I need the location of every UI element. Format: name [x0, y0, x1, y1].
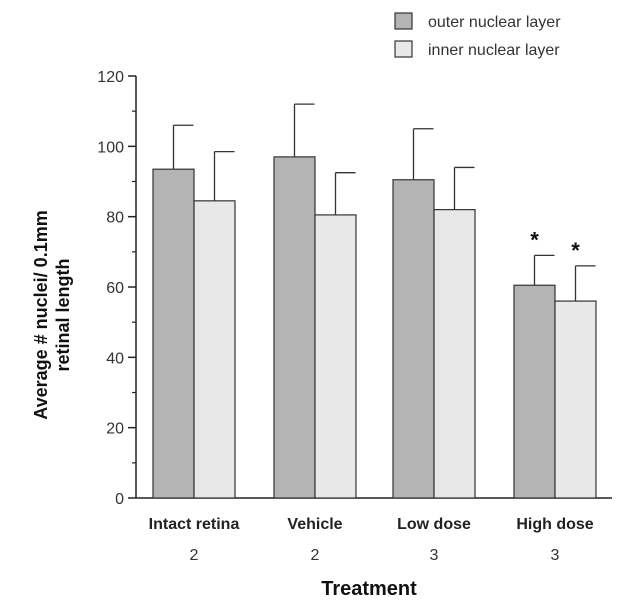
legend-swatch-outer-nuclear-layer — [394, 12, 413, 30]
bar-outer-0 — [152, 168, 195, 499]
y-tick-label: 100 — [97, 139, 124, 156]
legend-swatch-inner-nuclear-layer — [394, 40, 413, 58]
y-tick-label: 0 — [115, 491, 124, 508]
bar-inner-0 — [193, 200, 236, 499]
bar-outer-3 — [513, 284, 556, 499]
y-axis-ticks: 0 20 40 60 80 100 120 — [97, 69, 136, 508]
x-tick-label: High dose — [516, 516, 593, 533]
y-tick-label: 40 — [106, 350, 124, 367]
bars: * * — [152, 103, 597, 499]
bar-outer-1 — [273, 156, 316, 499]
significance-marker: * — [571, 238, 580, 263]
bar-inner-2 — [433, 209, 476, 499]
y-tick-label: 60 — [106, 280, 124, 297]
bar-inner-1 — [314, 214, 357, 499]
y-tick-label: 20 — [106, 421, 124, 438]
x-sub-label: 3 — [430, 547, 439, 564]
x-tick-label: Vehicle — [287, 516, 342, 533]
x-sub-label: 3 — [551, 547, 560, 564]
y-axis-title-line-2: retinal length — [53, 258, 73, 371]
x-sub-label: 2 — [311, 547, 320, 564]
x-axis-title: Treatment — [321, 578, 417, 600]
x-tick-label: Intact retina — [149, 516, 240, 533]
x-tick-label: Low dose — [397, 516, 471, 533]
bar-inner-3 — [554, 300, 597, 499]
bar-outer-2 — [392, 179, 435, 499]
legend-label-inner-nuclear-layer: inner nuclear layer — [428, 42, 560, 59]
legend-label-outer-nuclear-layer: outer nuclear layer — [428, 14, 561, 31]
legend: outer nuclear layer inner nuclear layer — [394, 12, 561, 59]
significance-marker: * — [530, 227, 539, 252]
y-axis-title-line-1: Average # nuclei/ 0.1mm — [31, 210, 51, 419]
x-axis-labels: Intact retina 2 Vehicle 2 Low dose 3 High dose… — [149, 516, 594, 564]
x-sub-label: 2 — [190, 547, 199, 564]
y-tick-label: 120 — [97, 69, 124, 86]
y-tick-label: 80 — [106, 210, 124, 227]
